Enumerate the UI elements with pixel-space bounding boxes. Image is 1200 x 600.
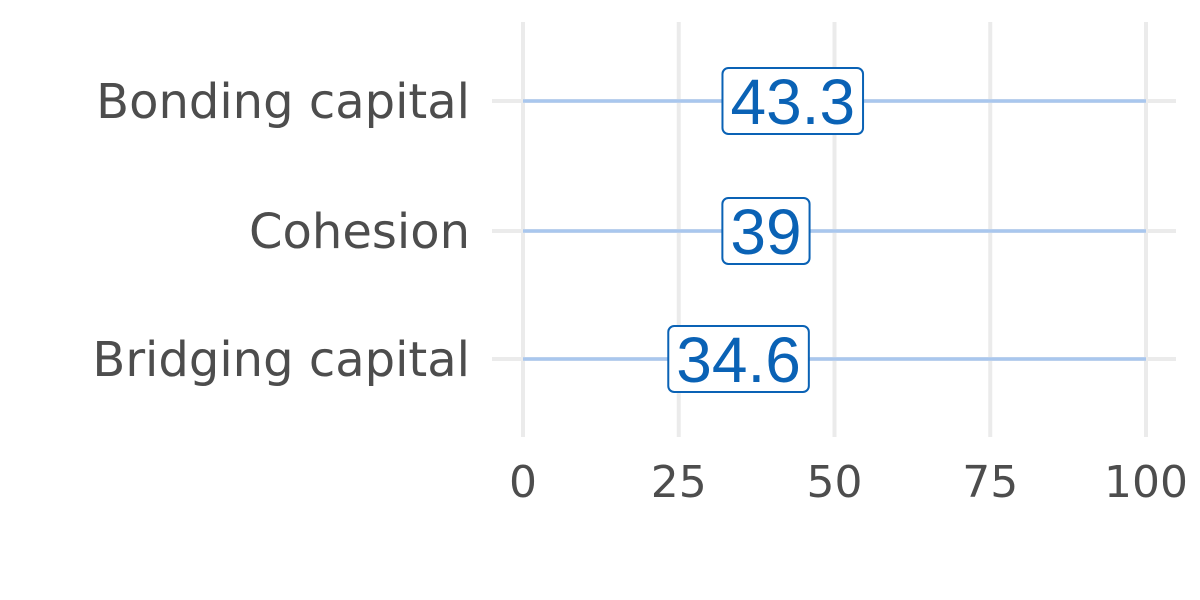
x-axis-tick-label: 75 (962, 457, 1018, 508)
value-label-box (721, 67, 865, 135)
value-label: 34.6 (667, 324, 810, 396)
x-axis-tick-label: 50 (807, 457, 863, 508)
value-label-layer: 43.3 39 34.6 (667, 66, 865, 396)
value-label: 43.3 (721, 66, 865, 138)
category-label-layer: Bonding capital Cohesion Bridging capital (92, 74, 470, 388)
x-axis-tick-label: 0 (509, 457, 537, 508)
value-label: 39 (721, 196, 811, 268)
value-label-text: 43.3 (730, 66, 855, 138)
x-axis-tick-label: 25 (651, 457, 707, 508)
category-label: Cohesion (249, 204, 470, 260)
x-axis-tick-label: 100 (1104, 457, 1188, 508)
value-label-text: 34.6 (676, 324, 801, 396)
value-label-text: 39 (730, 196, 801, 268)
category-label: Bridging capital (92, 332, 470, 388)
value-label-box (667, 325, 810, 393)
value-label-box (721, 197, 811, 265)
category-label: Bonding capital (96, 74, 470, 130)
x-axis-tick-layer: 0 25 50 75 100 (509, 457, 1188, 508)
